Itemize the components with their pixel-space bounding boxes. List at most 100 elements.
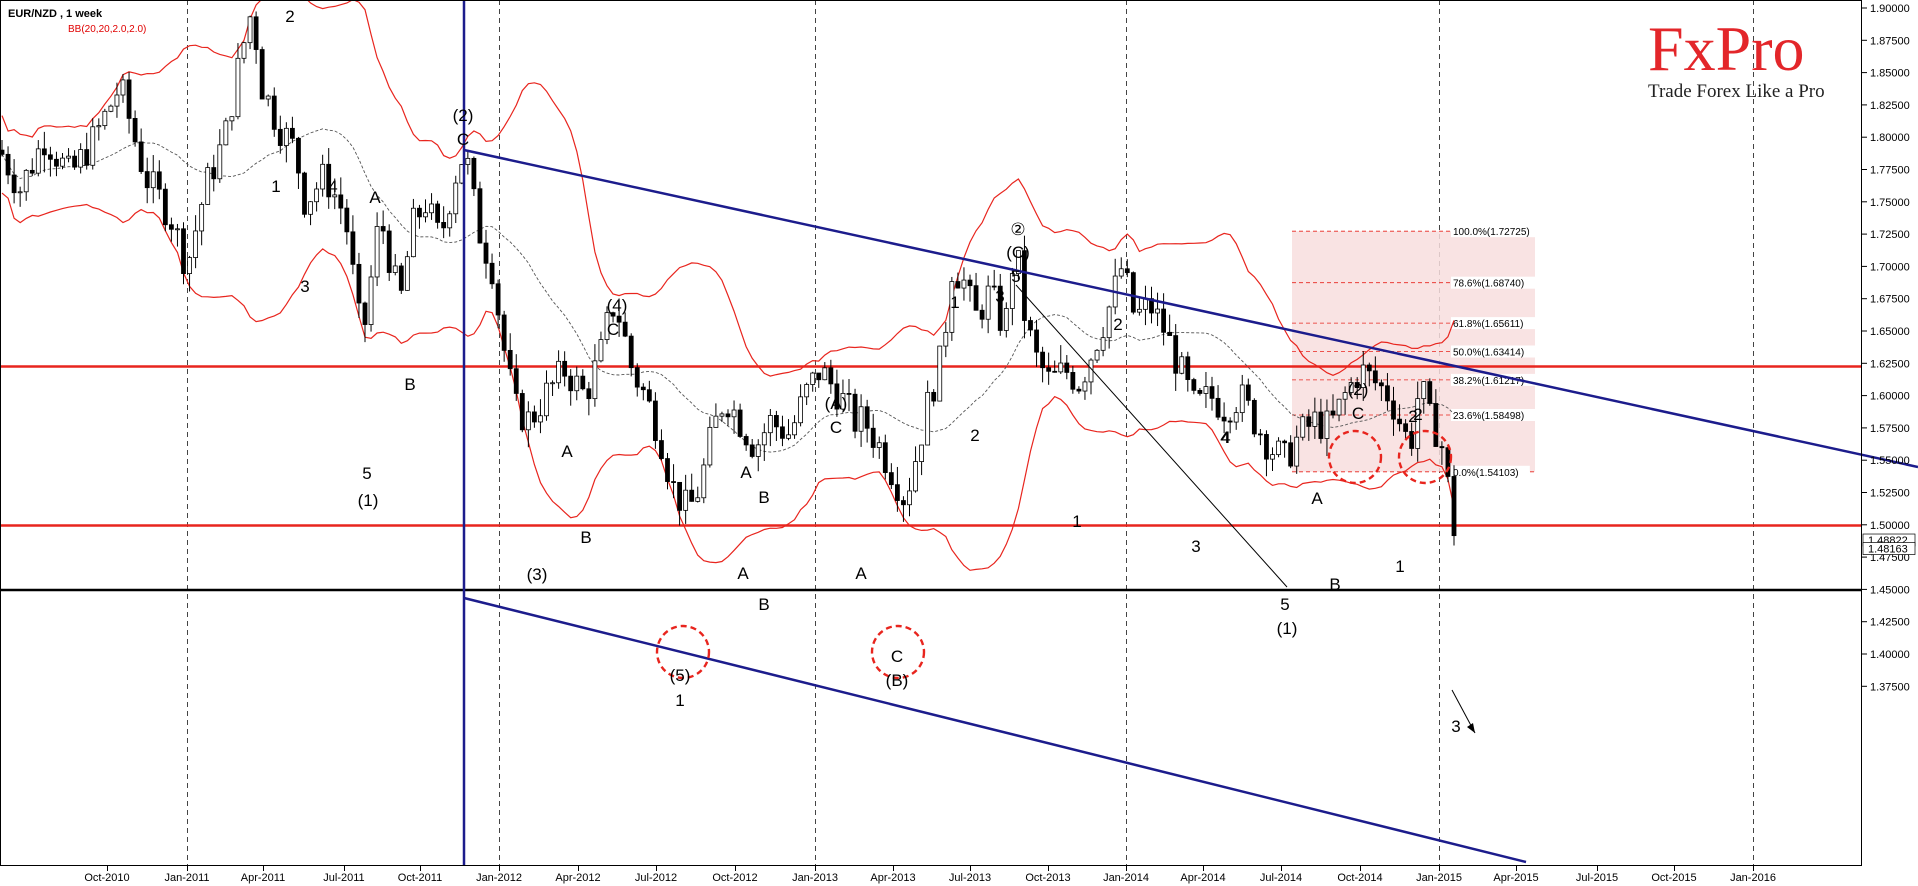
wave-label: 2 bbox=[285, 7, 294, 26]
candle-up bbox=[840, 393, 846, 410]
candle-down bbox=[435, 203, 441, 223]
candle-up bbox=[308, 201, 313, 215]
candle-up bbox=[792, 422, 797, 436]
candle-up bbox=[217, 144, 223, 180]
candle-down bbox=[1167, 331, 1173, 336]
wave-label: B bbox=[580, 528, 591, 547]
wave-label: 5 bbox=[1280, 595, 1289, 614]
candle-up bbox=[241, 42, 247, 59]
x-tick-label: Oct-2012 bbox=[712, 872, 757, 884]
candle-up bbox=[368, 276, 374, 325]
wave-label: C bbox=[457, 130, 469, 149]
wave-label: (1) bbox=[1277, 619, 1298, 638]
indicator-label: BB(20,20,2.0,2.0) bbox=[68, 24, 146, 35]
candle-up bbox=[1336, 398, 1342, 416]
pattern-highlight-circle bbox=[655, 624, 711, 680]
x-tick-label: Apr-2014 bbox=[1180, 872, 1225, 884]
wave-label: 4 bbox=[1220, 428, 1229, 447]
candle-up bbox=[604, 312, 610, 340]
candle-down bbox=[665, 458, 670, 482]
wave-label: ② bbox=[1010, 220, 1025, 239]
wave-label: (2) bbox=[1348, 380, 1369, 399]
y-tick-label: 1.77500 bbox=[1870, 165, 1910, 177]
candle-up bbox=[404, 256, 410, 291]
candle-down bbox=[1385, 385, 1390, 402]
y-tick-label: 1.62500 bbox=[1870, 358, 1910, 370]
bollinger-upper-band bbox=[1, 0, 1455, 377]
candle-up bbox=[35, 148, 41, 174]
candle-up bbox=[761, 432, 767, 446]
wave-label: A bbox=[561, 442, 573, 461]
candle-up bbox=[544, 382, 549, 417]
candle-down bbox=[344, 207, 350, 233]
fib-level-label: 61.8%(1.65611) bbox=[1453, 319, 1523, 330]
fib-label-bg bbox=[1451, 465, 1530, 478]
decline-trend-line bbox=[1015, 284, 1288, 588]
wave-label: (C) bbox=[1006, 243, 1030, 262]
wave-label: 1 bbox=[675, 691, 684, 710]
candle-down bbox=[1258, 433, 1263, 436]
fib-label-bg bbox=[1451, 317, 1536, 330]
elliott-wave-labels: 21 43AB5(1)(2)C(4)CAB(3)AB(5)1(A)CABAC(B)… bbox=[271, 7, 1460, 736]
candle-up bbox=[1082, 381, 1088, 392]
x-tick-label: Apr-2011 bbox=[241, 872, 285, 884]
price-tag-label: 1.48163 bbox=[1868, 544, 1908, 556]
x-tick-label: Jan-2016 bbox=[1730, 872, 1776, 884]
y-tick-label: 1.50000 bbox=[1870, 520, 1910, 532]
candle-down bbox=[1221, 416, 1227, 422]
candle-up bbox=[108, 105, 114, 112]
y-tick-label: 1.60000 bbox=[1870, 391, 1910, 403]
candle-down bbox=[398, 265, 404, 291]
candle-down bbox=[380, 226, 386, 232]
candle-down bbox=[132, 118, 138, 143]
y-tick-label: 1.87500 bbox=[1870, 35, 1910, 47]
candlesticks bbox=[0, 11, 1457, 546]
y-tick-label: 1.75000 bbox=[1870, 197, 1910, 209]
candle-up bbox=[247, 16, 253, 44]
x-tick-label: Jan-2013 bbox=[792, 872, 838, 884]
candle-up bbox=[332, 194, 338, 198]
candle-down bbox=[580, 375, 586, 390]
candle-up bbox=[193, 230, 199, 258]
candle-down bbox=[646, 389, 652, 402]
candle-down bbox=[828, 367, 834, 385]
wave-label: B bbox=[758, 488, 769, 507]
candle-up bbox=[175, 228, 180, 231]
candle-down bbox=[501, 314, 507, 351]
candle-up bbox=[822, 367, 828, 381]
candle-down bbox=[181, 228, 186, 274]
candle-up bbox=[713, 415, 719, 428]
candle-down bbox=[1185, 356, 1191, 380]
candle-down bbox=[743, 436, 749, 446]
candle-up bbox=[574, 375, 580, 392]
candle-down bbox=[168, 224, 174, 230]
candle-down bbox=[253, 16, 259, 50]
candle-up bbox=[1058, 362, 1064, 373]
wave-label: 1 bbox=[950, 293, 959, 312]
candle-down bbox=[888, 472, 894, 486]
channel-upper-line bbox=[463, 148, 1918, 469]
candle-down bbox=[1288, 442, 1294, 467]
fib-label-bg bbox=[1451, 225, 1541, 238]
horizontal-levels bbox=[0, 365, 1862, 592]
candle-down bbox=[725, 413, 731, 418]
candle-down bbox=[979, 309, 985, 320]
candle-down bbox=[1366, 364, 1372, 372]
candle-down bbox=[689, 489, 695, 502]
candle-down bbox=[519, 393, 525, 431]
fib-level-label: 38.2%(1.61217) bbox=[1453, 376, 1524, 387]
candle-down bbox=[5, 153, 11, 176]
candle-down bbox=[895, 484, 900, 501]
candle-down bbox=[532, 411, 537, 423]
candle-down bbox=[931, 391, 937, 402]
channel-lower-line bbox=[463, 596, 1527, 864]
fib-level-label: 50.0%(1.63414) bbox=[1453, 347, 1524, 358]
wave-label: C bbox=[607, 320, 619, 339]
candle-down bbox=[846, 393, 852, 395]
candle-up bbox=[1155, 308, 1160, 314]
candle-up bbox=[320, 163, 326, 190]
candle-up bbox=[1276, 440, 1281, 456]
candle-down bbox=[677, 481, 682, 511]
wave-label: C bbox=[830, 418, 842, 437]
wave-label: 5 bbox=[362, 464, 371, 483]
